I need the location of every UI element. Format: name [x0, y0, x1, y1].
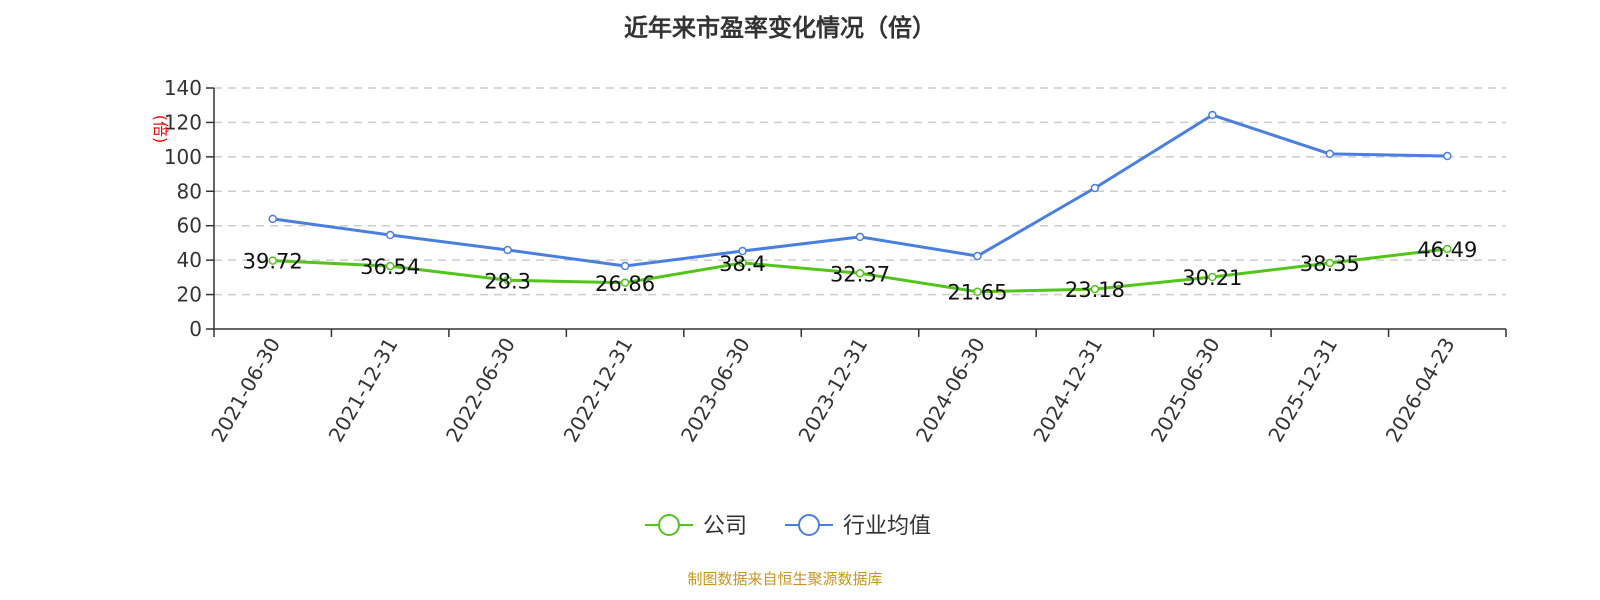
data-label: 38.4 — [719, 252, 766, 276]
data-label: 38.35 — [1300, 252, 1360, 276]
y-tick-label: 20 — [177, 283, 202, 307]
data-point — [268, 214, 277, 224]
data-label: 23.18 — [1065, 278, 1125, 302]
x-tick-label: 2026-04-23 — [1381, 334, 1460, 447]
legend-label: 公司 — [703, 514, 747, 539]
data-label: 46.49 — [1417, 238, 1477, 262]
x-tick-label: 2024-12-31 — [1028, 334, 1107, 447]
data-label: 39.72 — [243, 250, 303, 274]
data-point — [1208, 110, 1217, 120]
data-point — [268, 256, 277, 265]
data-label: 26.86 — [595, 272, 655, 296]
y-tick-label: 0 — [189, 317, 202, 341]
data-label: 30.21 — [1182, 266, 1242, 290]
data-point — [385, 230, 395, 240]
y-axis-label: (倍) — [151, 115, 170, 144]
legend-label: 行业均值 — [843, 514, 931, 539]
y-tick-label: 120 — [164, 110, 202, 134]
y-tick-label: 140 — [164, 76, 202, 100]
data-label: 32.37 — [830, 262, 890, 286]
data-point — [1325, 149, 1335, 159]
data-point — [738, 258, 747, 268]
data-point — [855, 269, 865, 278]
data-point — [855, 232, 865, 242]
x-tick-label: 2022-06-30 — [441, 334, 520, 447]
legend-marker — [658, 514, 680, 536]
data-point — [620, 278, 630, 288]
y-tick-label: 100 — [164, 145, 202, 169]
data-source-note: 制图数据来自恒生聚源数据库 — [687, 570, 883, 588]
data-point — [1443, 244, 1452, 254]
data-point — [1090, 183, 1100, 193]
chart-title: 近年来市盈率变化情况（倍） — [624, 14, 936, 42]
y-tick-label: 60 — [177, 214, 202, 238]
x-tick-label: 2021-12-31 — [324, 334, 403, 447]
data-point — [385, 261, 395, 271]
data-label: 36.54 — [360, 255, 420, 279]
legend-marker — [798, 514, 820, 536]
series-line-industry — [272, 113, 1448, 268]
data-point — [1325, 258, 1335, 268]
data-point — [503, 245, 512, 255]
data-point — [503, 276, 512, 285]
x-tick-label: 2023-12-31 — [793, 334, 872, 447]
y-tick-label: 80 — [177, 179, 202, 203]
data-point — [620, 261, 630, 271]
data-point — [1208, 272, 1217, 282]
data-label: 28.3 — [484, 269, 531, 293]
data-point — [738, 246, 747, 256]
x-tick-label: 2025-06-30 — [1146, 334, 1225, 447]
data-label: 21.65 — [947, 281, 1007, 305]
x-tick-label: 2021-06-30 — [206, 334, 285, 447]
x-tick-label: 2022-12-31 — [559, 334, 638, 447]
x-tick-label: 2024-06-30 — [911, 334, 990, 447]
data-point — [973, 251, 982, 261]
x-tick-label: 2025-12-31 — [1263, 334, 1342, 447]
x-tick-label: 2023-06-30 — [676, 334, 755, 447]
data-point — [1443, 151, 1452, 161]
data-point — [973, 287, 982, 296]
data-point — [1090, 284, 1100, 294]
y-tick-label: 40 — [177, 248, 202, 272]
